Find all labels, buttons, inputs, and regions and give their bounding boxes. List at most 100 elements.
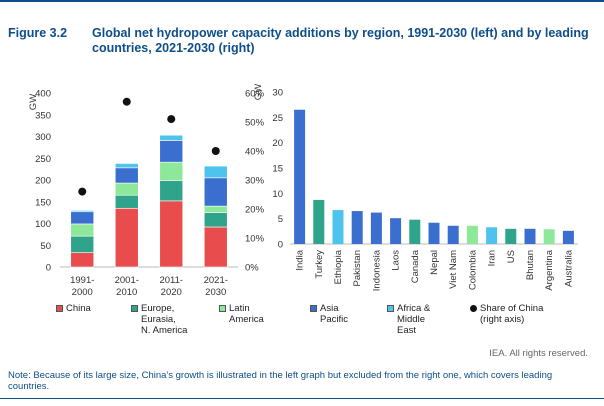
left-y-tick-label: 0 (46, 263, 51, 274)
bottom-rule (0, 398, 604, 399)
right-bar (524, 228, 536, 244)
left-y2-tick-label: 50% (245, 118, 265, 129)
left-bar-segment (114, 207, 139, 268)
right-bar (332, 210, 344, 244)
left-y2-tick-label: 10% (245, 234, 265, 245)
right-bar (370, 212, 382, 244)
right-x-tick-label: US (506, 250, 517, 263)
right-y-tick-label: 0 (278, 240, 283, 251)
left-bar-segment (203, 177, 228, 207)
right-x-tick-label: Ethiopia (333, 249, 344, 284)
legend-swatch (219, 305, 226, 312)
right-x-tick-label: Nepal (429, 250, 440, 275)
share-of-china-point (211, 147, 220, 155)
left-x-tick-label: 2000 (72, 287, 93, 298)
legend-swatch (56, 305, 63, 312)
left-y-tick-label: 400 (35, 89, 51, 100)
left-y2-tick-label: 0% (245, 263, 259, 274)
right-bar (505, 228, 517, 244)
left-y-tick-label: 150 (35, 197, 51, 208)
right-x-tick-label: India (295, 249, 306, 270)
right-x-tick-label: Pakistan (352, 250, 363, 286)
left-x-tick-label: 2010 (116, 287, 137, 298)
share-of-china-point (122, 97, 131, 106)
right-bar (294, 109, 306, 244)
left-x-tick-label: 2020 (161, 287, 182, 298)
left-x-tick-label: 2030 (205, 287, 226, 298)
right-bar (428, 222, 440, 244)
top-rule (0, 0, 604, 2)
legend-label: Africa & Middle East (397, 303, 431, 336)
left-bar-segment (70, 235, 95, 253)
left-y-axis-title: GW (28, 94, 39, 110)
left-y-tick-label: 300 (35, 132, 51, 143)
right-x-tick-label: Bhutan (525, 250, 536, 280)
right-bar (466, 225, 478, 244)
left-bar-segment (159, 161, 184, 181)
left-x-tick-label: 1991- (70, 275, 94, 286)
right-y-tick-label: 10 (272, 189, 283, 200)
legend-marker (470, 305, 477, 312)
right-x-tick-label: Viet Nam (448, 250, 459, 289)
right-y-tick-label: 25 (272, 113, 283, 124)
right-bar (486, 227, 498, 244)
right-x-tick-label: Australia (563, 249, 574, 287)
left-y-tick-label: 100 (35, 219, 51, 230)
figure-number: Figure 3.2 (8, 26, 68, 40)
right-y-tick-label: 20 (272, 138, 283, 149)
left-bar-segment (70, 223, 95, 237)
right-bar (562, 230, 574, 244)
left-y-tick-label: 250 (35, 154, 51, 165)
legend-label: Share of China (right axis) (480, 303, 544, 325)
left-y2-tick-label: 20% (245, 205, 265, 216)
left-bar-segment (114, 167, 139, 184)
figure-title: Global net hydropower capacity additions… (92, 26, 589, 55)
left-bar-segment (159, 134, 184, 141)
right-bar (447, 225, 459, 244)
right-bar (351, 211, 363, 244)
left-y2-tick-label: 60% (245, 89, 265, 100)
left-y-tick-label: 50 (40, 241, 51, 252)
legend-label: Asia Pacific (320, 303, 348, 325)
left-bar-segment (114, 182, 139, 196)
left-bar-segment (114, 194, 139, 209)
left-bar-segment (203, 165, 228, 179)
legend-swatch (310, 305, 317, 312)
legend-swatch (131, 305, 138, 312)
left-y-tick-label: 350 (35, 110, 51, 121)
right-x-tick-label: Iran (487, 250, 498, 266)
rights-notice: IEA. All rights reserved. (489, 348, 588, 359)
left-bar-segment (203, 226, 228, 268)
left-bar-segment (159, 200, 184, 268)
legend-label: China (66, 303, 91, 314)
left-x-tick-label: 2001- (115, 275, 139, 286)
right-x-tick-label: Canada (410, 249, 421, 283)
left-bar-segment (203, 212, 228, 228)
legend-label: Latin America (229, 303, 264, 325)
left-bar-segment (70, 210, 95, 213)
left-y2-tick-label: 40% (245, 147, 265, 158)
right-y-tick-label: 30 (272, 88, 283, 99)
right-x-tick-label: Indonesia (371, 249, 382, 291)
right-x-tick-label: Laos (391, 250, 402, 271)
share-of-china-point (78, 187, 87, 196)
right-bar (409, 219, 421, 244)
right-y-tick-label: 15 (272, 164, 283, 175)
left-bar-segment (203, 205, 228, 213)
left-bar-segment (70, 252, 95, 268)
share-of-china-point (167, 115, 176, 124)
charts-canvas: GW0501001502002503003504000%10%20%30%40%… (28, 84, 578, 298)
left-bar-segment (159, 140, 184, 163)
left-bar-segment (114, 163, 139, 169)
right-bar (313, 199, 325, 244)
right-x-tick-label: Turkey (314, 250, 325, 279)
left-x-tick-label: 2011- (159, 275, 183, 286)
right-y-tick-label: 5 (278, 214, 283, 225)
left-y-tick-label: 200 (35, 176, 51, 187)
right-x-tick-label: Argentina (544, 249, 555, 290)
right-bar (390, 218, 402, 244)
left-bar-segment (159, 180, 184, 202)
legend-swatch (387, 305, 394, 312)
left-x-tick-label: 2021- (204, 275, 228, 286)
right-y-axis-title: GW (253, 84, 264, 100)
